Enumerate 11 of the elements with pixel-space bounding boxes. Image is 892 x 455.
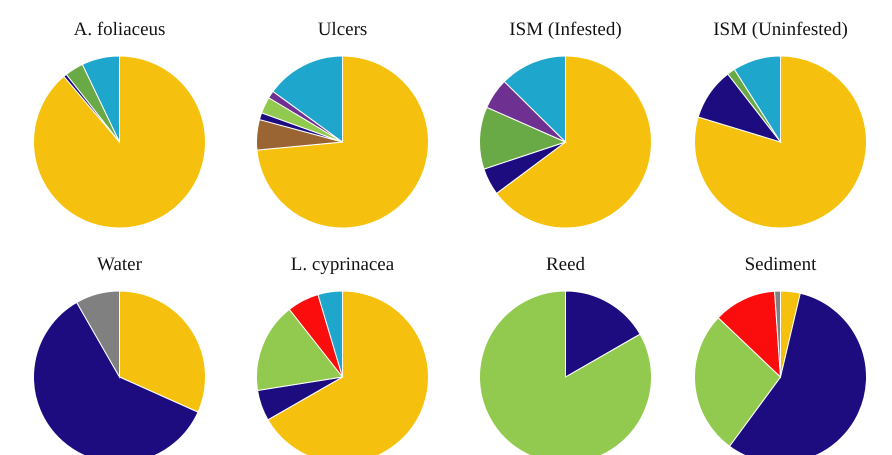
chart-title: Sediment: [744, 253, 818, 277]
chart-title: Ulcers: [316, 18, 368, 42]
chart-title: ISM (Infested): [508, 18, 623, 42]
chart-title: Water: [96, 253, 143, 277]
chart-title: L. cyprinacea: [290, 253, 396, 277]
chart-title: Reed: [544, 253, 586, 277]
pie-slice: [694, 56, 867, 228]
pie-slice: [256, 56, 429, 228]
chart-title: ISM (Uninfested): [712, 18, 849, 42]
chart-title: A. foliaceus: [72, 18, 166, 42]
pie-slice: [33, 56, 206, 228]
